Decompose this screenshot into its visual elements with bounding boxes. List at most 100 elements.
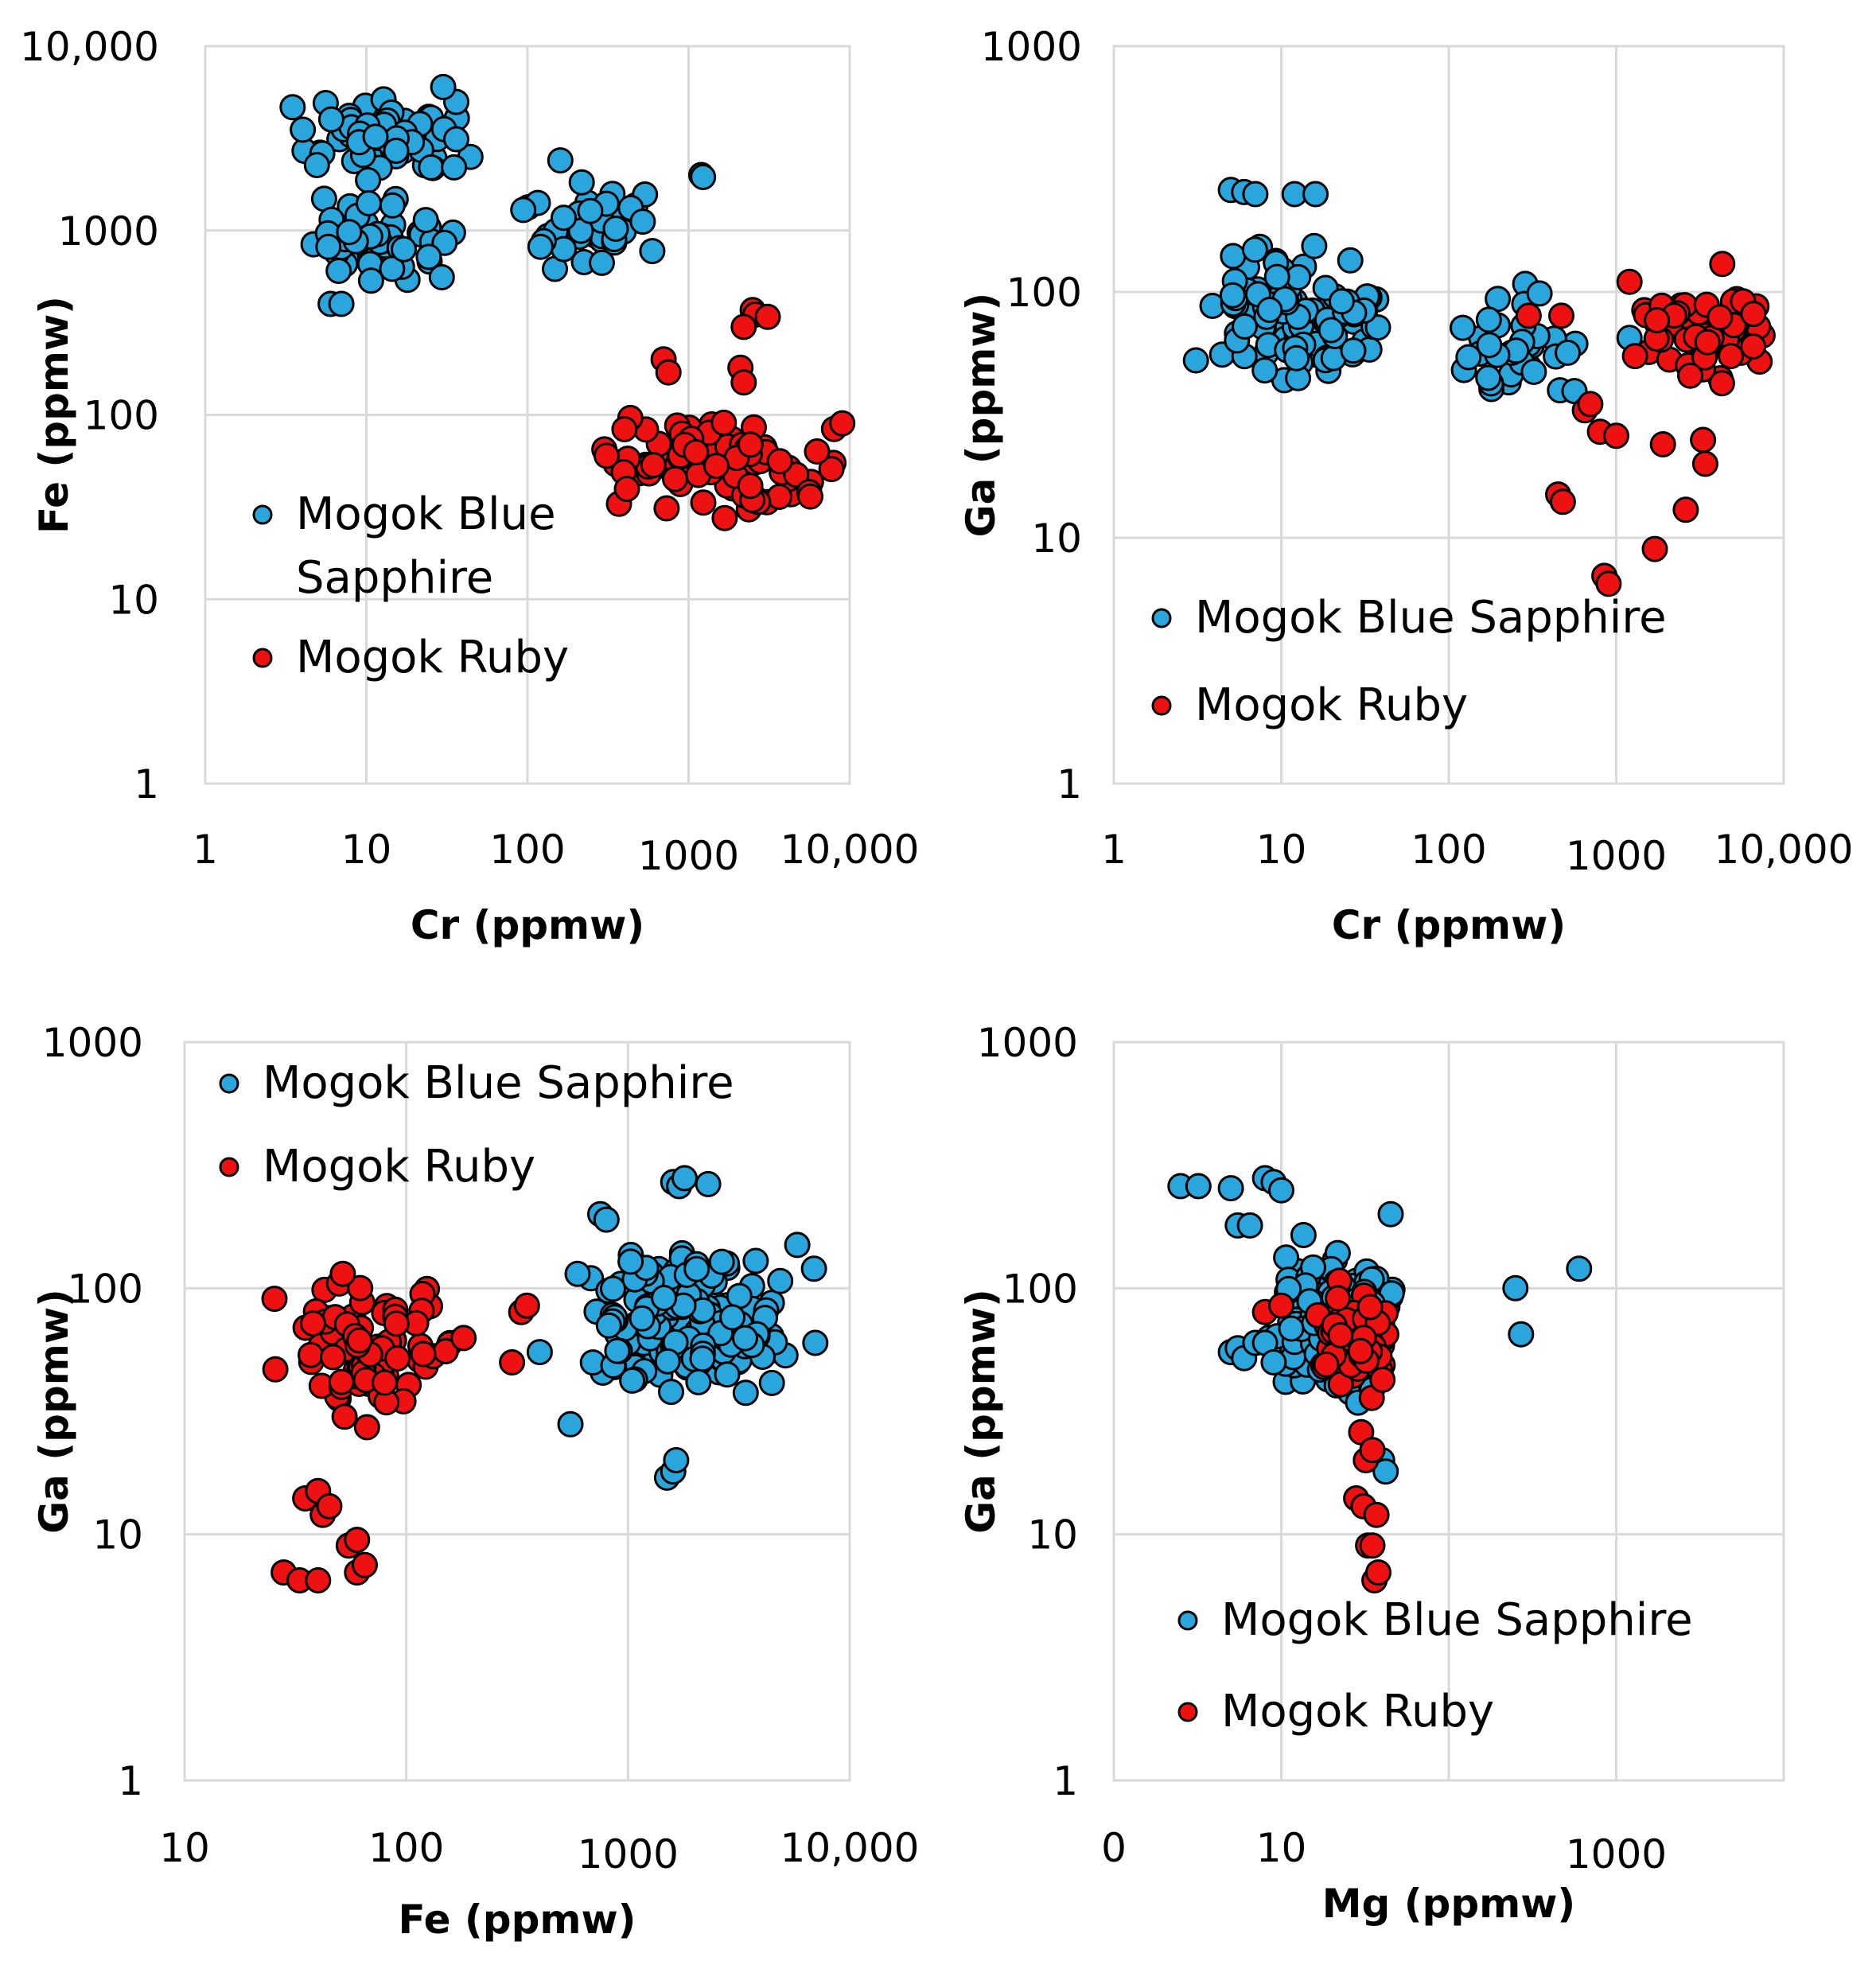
legend-label: Mogok Ruby — [296, 632, 569, 683]
x-axis-title: Cr (ppmw) — [411, 902, 644, 948]
series-mogok-ruby — [261, 1260, 540, 1593]
data-point — [320, 1344, 346, 1371]
data-point — [1548, 302, 1574, 329]
data-point — [328, 1368, 355, 1395]
data-point — [415, 243, 442, 270]
data-point — [651, 1285, 678, 1311]
x-tick-label: 10 — [1256, 827, 1307, 873]
data-point — [329, 1260, 356, 1287]
data-point — [639, 238, 666, 265]
x-tick-label: 1000 — [1566, 833, 1667, 879]
data-point — [604, 1337, 631, 1364]
y-tick-label: 10 — [1027, 1512, 1078, 1558]
data-point — [1301, 232, 1328, 259]
data-point — [316, 1492, 343, 1519]
data-point — [1327, 1321, 1354, 1348]
data-point — [510, 196, 537, 224]
y-tick-label: 1 — [1057, 761, 1082, 807]
series-mogok-ruby — [591, 297, 856, 531]
data-point — [1273, 1244, 1300, 1271]
data-point — [430, 73, 457, 100]
data-point — [1278, 1315, 1305, 1342]
data-point — [714, 1361, 741, 1388]
data-point — [347, 1274, 374, 1301]
data-point — [1616, 268, 1643, 295]
data-point — [346, 1327, 373, 1354]
y-tick-label: 10 — [1031, 516, 1082, 562]
data-point — [557, 1410, 584, 1438]
data-point — [629, 1305, 656, 1332]
data-point — [766, 484, 792, 510]
data-point — [1694, 329, 1721, 356]
data-point — [526, 1339, 553, 1366]
data-point — [317, 106, 344, 133]
data-point — [1251, 357, 1279, 384]
data-point — [732, 1379, 759, 1407]
data-point — [577, 197, 604, 224]
data-point — [1337, 247, 1364, 274]
data-point — [1690, 426, 1717, 453]
series-mogok-ruby — [1515, 251, 1776, 597]
data-point — [1268, 1292, 1294, 1319]
data-point — [1549, 488, 1576, 516]
x-axis-title: Cr (ppmw) — [1332, 902, 1566, 948]
data-point — [1340, 337, 1367, 364]
data-point — [1363, 1501, 1390, 1528]
data-point — [1621, 343, 1648, 370]
legend-marker — [219, 1157, 239, 1177]
data-point — [617, 1248, 644, 1275]
data-point — [379, 192, 406, 219]
data-point — [290, 116, 317, 143]
data-point — [711, 504, 738, 531]
data-point — [1372, 1458, 1399, 1485]
y-tick-label: 100 — [1002, 1266, 1078, 1312]
data-point — [1369, 1366, 1396, 1393]
data-point — [1644, 307, 1671, 333]
legend-marker — [1151, 608, 1172, 628]
data-point — [1377, 1200, 1404, 1228]
data-point — [1302, 181, 1329, 208]
data-point — [261, 1286, 288, 1313]
chart-panel-bottom-left: 10 100 1000 10,000 1 10 100 1000 Fe (ppmw) Ga (pp… — [31, 1020, 919, 1943]
data-point — [1313, 1351, 1340, 1378]
y-tick-label: 10 — [92, 1512, 143, 1558]
data-point — [344, 1527, 371, 1554]
legend-label: Sapphire — [296, 552, 493, 604]
legend-marker — [252, 648, 273, 668]
data-point — [547, 147, 574, 174]
data-point — [372, 1369, 398, 1396]
data-point — [513, 1292, 540, 1319]
data-point — [611, 416, 638, 442]
data-point — [325, 258, 352, 284]
data-point — [800, 1255, 827, 1282]
x-tick-label: 1000 — [1566, 1831, 1667, 1877]
data-point — [689, 1345, 716, 1372]
data-point — [383, 138, 410, 164]
y-tick-label: 100 — [84, 393, 159, 439]
data-point — [428, 264, 455, 290]
data-point — [1236, 1212, 1263, 1239]
data-point — [594, 442, 620, 469]
x-tick-label: 10,000 — [1714, 827, 1854, 873]
data-point — [784, 1231, 811, 1259]
data-point — [1555, 339, 1581, 366]
legend-marker — [1177, 1702, 1198, 1722]
data-point — [1365, 1559, 1391, 1586]
data-point — [1356, 1294, 1384, 1321]
data-point — [1526, 280, 1553, 307]
data-point — [1325, 1285, 1351, 1312]
data-point — [1263, 263, 1290, 290]
data-point — [1475, 364, 1502, 391]
data-point — [1515, 302, 1542, 329]
legend: Mogok Blue Sapphire Mogok Ruby — [219, 1057, 734, 1193]
data-point — [737, 431, 764, 458]
x-tick-label: 1 — [193, 827, 218, 873]
data-point — [1364, 314, 1391, 341]
data-point — [593, 1206, 620, 1233]
data-point — [262, 1356, 289, 1383]
data-point — [362, 123, 389, 150]
data-point — [279, 94, 306, 121]
data-point — [1256, 297, 1283, 323]
data-point — [1268, 1177, 1294, 1204]
